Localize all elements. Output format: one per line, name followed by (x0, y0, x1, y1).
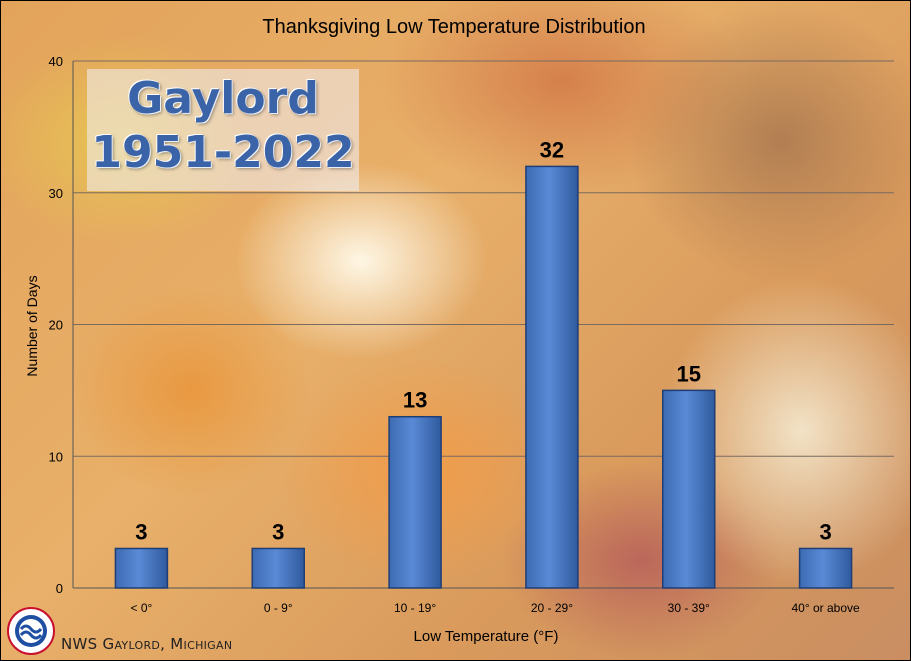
overlay-years: 1951-2022 (91, 127, 355, 178)
bar (388, 415, 442, 589)
overlay-title-box: Gaylord 1951-2022 (87, 69, 359, 191)
data-label: 13 (403, 388, 427, 413)
data-label: 15 (677, 361, 701, 386)
x-tick-label: < 0° (131, 601, 153, 615)
data-label: 3 (135, 519, 147, 544)
chart-title: Thanksgiving Low Temperature Distributio… (262, 16, 645, 38)
x-tick-label: 40° or above (791, 601, 860, 615)
data-label: 3 (819, 519, 831, 544)
bar (525, 165, 579, 589)
nws-logo-icon (7, 607, 55, 655)
y-tick-label: 10 (49, 449, 63, 464)
credit-text: NWS Gaylord, Michigan (61, 635, 233, 653)
data-label: 3 (272, 519, 284, 544)
x-tick-label: 30 - 39° (668, 601, 710, 615)
y-tick-label: 30 (49, 186, 63, 201)
data-label: 32 (540, 137, 564, 162)
y-tick-label: 40 (49, 54, 63, 69)
x-tick-label: 20 - 29° (531, 601, 573, 615)
y-axis-title: Number of Days (24, 275, 40, 376)
x-axis-title: Low Temperature (°F) (414, 628, 559, 645)
bar (798, 547, 853, 589)
bar (251, 547, 305, 589)
x-tick-label: 10 - 19° (394, 601, 436, 615)
y-tick-label: 0 (56, 581, 63, 596)
bar (662, 389, 716, 589)
overlay-location: Gaylord (127, 73, 319, 124)
x-tick-label: 0 - 9° (264, 601, 293, 615)
bar (114, 547, 169, 589)
y-tick-label: 20 (49, 318, 63, 333)
